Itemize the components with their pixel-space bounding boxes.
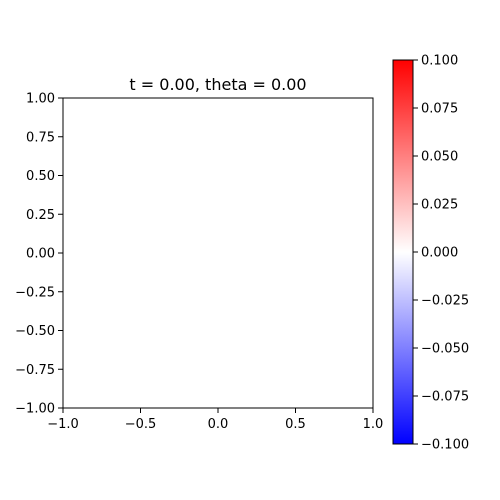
x-tick-label: 0.0 — [208, 417, 229, 432]
colorbar-tick-label: 0.025 — [421, 198, 458, 213]
y-axis: −1.00 −0.75 −0.50 −0.25 0.00 0.25 0.50 0.75 1.00 — [15, 92, 63, 417]
x-axis: −1.0 −0.5 0.0 0.5 1.0 — [47, 408, 383, 432]
y-tick-label: −0.50 — [15, 324, 55, 339]
x-tick-label: −0.5 — [125, 417, 157, 432]
colorbar-tick-label: 0.050 — [421, 150, 458, 165]
colorbar-tick-label: 0.100 — [421, 54, 458, 69]
y-tick-label: 0.00 — [26, 247, 55, 262]
x-tick-label: 1.0 — [363, 417, 384, 432]
colorbar-axis: −0.100 −0.075 −0.050 −0.025 0.000 0.025 0.050 0… — [413, 54, 469, 453]
colorbar-tick-label: −0.025 — [421, 294, 469, 309]
colorbar-tick-label: 0.000 — [421, 246, 458, 261]
colorbar-tick-label: −0.050 — [421, 342, 469, 357]
y-tick-label: 0.75 — [26, 130, 55, 145]
y-tick-label: 1.00 — [26, 92, 55, 107]
y-tick-label: −0.75 — [15, 363, 55, 378]
chart-title: t = 0.00, theta = 0.00 — [129, 75, 306, 94]
x-tick-label: −1.0 — [47, 417, 79, 432]
y-tick-label: −1.00 — [15, 402, 55, 417]
colorbar-tick-label: −0.100 — [421, 438, 469, 453]
y-tick-label: 0.25 — [26, 208, 55, 223]
x-tick-label: 0.5 — [285, 417, 306, 432]
y-tick-label: −0.25 — [15, 285, 55, 300]
heatmap-field — [63, 98, 373, 408]
colorbar — [392, 59, 414, 445]
y-tick-label: 0.50 — [26, 169, 55, 184]
colorbar-tick-label: 0.075 — [421, 102, 458, 117]
colorbar-tick-label: −0.075 — [421, 390, 469, 405]
